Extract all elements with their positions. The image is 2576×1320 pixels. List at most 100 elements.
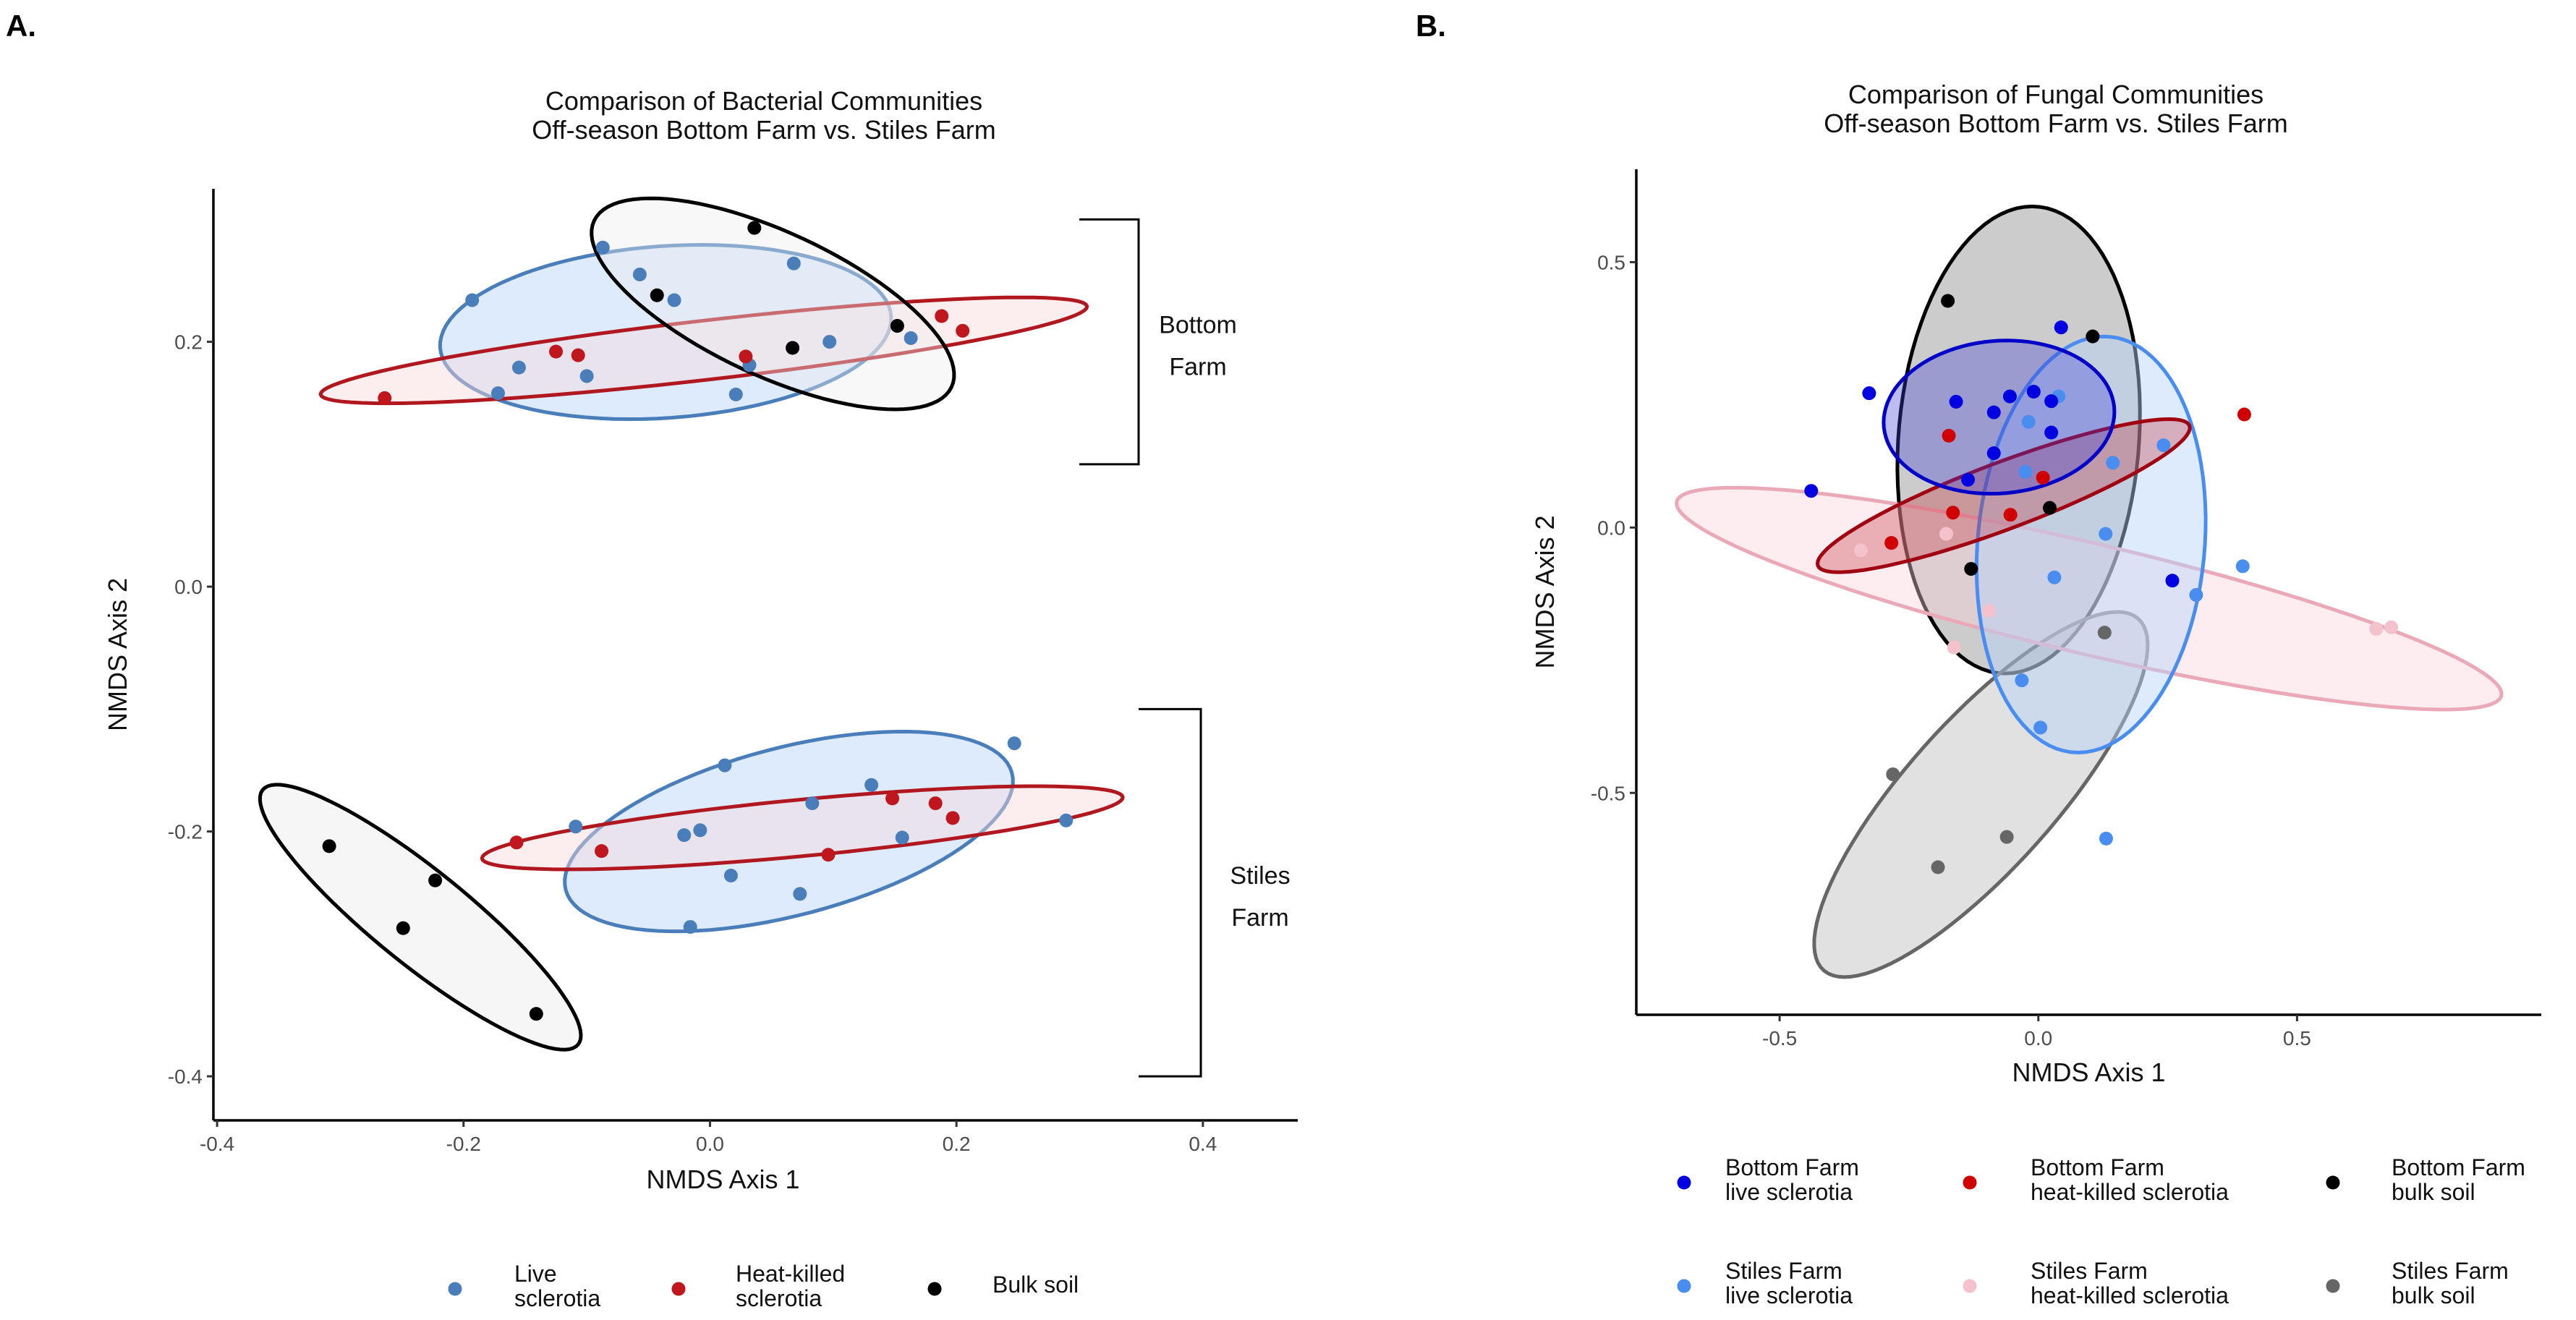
data-point: [935, 309, 949, 323]
data-point: [2033, 720, 2048, 735]
confidence-ellipse: [258, 783, 583, 1052]
data-point: [1999, 830, 2014, 844]
data-point: [2165, 574, 2180, 588]
legend-label: heat-killed sclerotia: [2031, 1179, 2229, 1205]
panel-label: B.: [1416, 9, 1446, 43]
data-point: [1886, 767, 1900, 782]
data-point: [490, 386, 505, 401]
legend-marker: [448, 1282, 462, 1296]
data-point: [793, 887, 807, 901]
data-point: [786, 341, 800, 355]
data-point: [322, 839, 336, 853]
data-point: [1942, 428, 1956, 443]
y-axis-title: NMDS Axis 2: [1530, 515, 1560, 668]
y-tick-label: -0.5: [1591, 782, 1625, 804]
legend-marker: [671, 1282, 686, 1296]
data-point: [2086, 329, 2100, 344]
bracket-label: Bottom: [1159, 312, 1237, 339]
chart-title-line: Comparison of Bacterial Communities: [545, 86, 982, 116]
y-axis-title: NMDS Axis 2: [103, 578, 132, 731]
data-point: [864, 778, 879, 792]
legend-label: Bottom Farm: [2392, 1154, 2525, 1180]
legend-label: bulk soil: [2392, 1179, 2475, 1205]
data-point: [1981, 604, 1996, 618]
data-point: [2369, 622, 2384, 636]
x-tick-label: 0.0: [696, 1133, 724, 1155]
legend-label: Stiles Farm: [1725, 1258, 1842, 1284]
legend-marker: [927, 1282, 942, 1296]
legend-label: Live: [514, 1261, 557, 1287]
data-point: [2099, 527, 2113, 541]
panel-label: A.: [6, 9, 36, 43]
legend-label: sclerotia: [514, 1285, 600, 1311]
data-point: [739, 349, 753, 364]
data-point: [2097, 626, 2112, 640]
data-point: [2002, 389, 2017, 404]
data-point: [821, 848, 836, 862]
bracket-label: Farm: [1169, 354, 1226, 381]
data-point: [428, 873, 443, 887]
farm-bracket: [1079, 218, 1140, 466]
data-point: [1964, 562, 1978, 576]
y-tick-label: 0.2: [174, 331, 203, 354]
data-point: [1007, 736, 1021, 751]
data-point: [2384, 620, 2399, 634]
x-tick-label: -0.4: [200, 1133, 234, 1155]
data-point: [579, 369, 594, 383]
data-point: [895, 830, 909, 845]
data-point: [723, 868, 738, 882]
data-point: [1804, 484, 1819, 498]
legend-label: Heat-killed: [736, 1261, 845, 1287]
data-point: [2189, 588, 2203, 602]
data-point: [2018, 464, 2033, 479]
confidence-ellipse: [1675, 485, 2504, 712]
confidence-ellipse: [1815, 417, 2192, 574]
legend-marker: [1677, 1279, 1691, 1293]
data-point: [465, 293, 480, 307]
data-point: [1949, 394, 1963, 409]
legend-marker: [2326, 1175, 2340, 1190]
data-point: [378, 391, 392, 405]
data-point: [718, 758, 732, 772]
data-point: [728, 387, 743, 401]
data-point: [1960, 472, 1975, 487]
legend-marker: [1677, 1175, 1691, 1190]
data-point: [1884, 536, 1899, 550]
data-point: [747, 221, 762, 235]
chart-title-line: Comparison of Fungal Communities: [1848, 80, 2263, 109]
y-tick-label: -0.4: [168, 1065, 203, 1088]
legend-label: Bottom Farm: [2031, 1154, 2164, 1180]
data-point: [2003, 508, 2018, 522]
data-point: [2036, 470, 2050, 485]
data-point: [571, 348, 585, 362]
data-point: [2015, 673, 2029, 688]
data-point: [2044, 394, 2059, 409]
x-tick-label: 0.5: [2283, 1027, 2311, 1049]
data-point: [805, 796, 820, 811]
data-point: [2026, 384, 2041, 399]
legend-label: live sclerotia: [1725, 1282, 1853, 1308]
confidence-ellipse: [480, 784, 1125, 872]
x-tick-label: -0.2: [446, 1133, 481, 1155]
confidence-ellipse: [1812, 610, 2150, 979]
chart-title-line: Off-season Bottom Farm vs. Stiles Farm: [1824, 108, 2288, 138]
data-point: [2044, 425, 2059, 440]
data-point: [595, 240, 610, 255]
data-point: [1939, 527, 1953, 541]
farm-bracket: [1139, 707, 1202, 1078]
legend-label: sclerotia: [736, 1285, 822, 1311]
legend-marker: [1963, 1279, 1977, 1293]
legend-label: bulk soil: [2392, 1282, 2475, 1308]
data-point: [1931, 860, 1945, 874]
data-point: [1986, 405, 2001, 420]
legend-label: Bulk soil: [992, 1272, 1079, 1298]
data-point: [2047, 570, 2062, 584]
data-point: [904, 331, 918, 345]
data-point: [511, 360, 526, 375]
legend-label: heat-killed sclerotia: [2031, 1282, 2229, 1308]
y-tick-label: 0.5: [1597, 251, 1625, 273]
data-point: [2021, 414, 2036, 429]
